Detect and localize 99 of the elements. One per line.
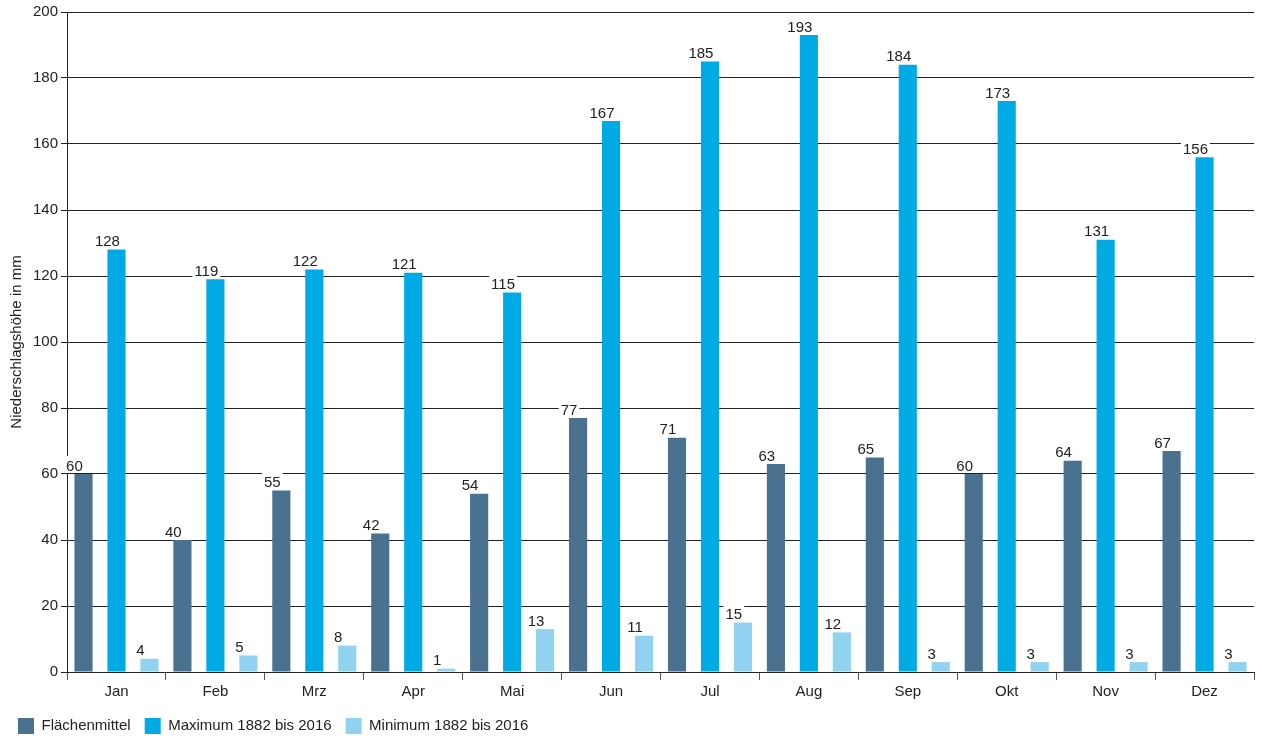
data-label: 54 [461,476,479,494]
x-tick-label: Jan [104,682,129,700]
x-tick-label: Nov [1092,682,1120,700]
data-label: 67 [1154,433,1171,451]
x-tick-label: Jun [598,682,624,700]
y-tick-label: 200 [33,2,59,20]
bar [107,249,126,672]
data-label: 63 [758,446,776,464]
x-tick-label: Feb [202,682,229,700]
bar [74,474,93,672]
bar [569,417,588,672]
y-tick-label: 60 [41,464,59,482]
y-tick-label: 80 [41,398,59,416]
data-label: 64 [1055,443,1072,461]
bar [206,279,225,672]
bar [173,540,192,672]
data-label: 156 [1182,139,1208,157]
data-label: 121 [391,255,417,273]
data-label: 55 [263,473,281,491]
bar [832,632,851,672]
data-label: 3 [1224,644,1233,662]
y-tick-label: 160 [33,134,59,152]
data-label: 15 [725,605,743,623]
bar [1129,662,1148,672]
x-tick-label: Okt [995,682,1020,700]
legend-label: Flächenmittel [41,716,131,734]
data-label: 131 [1084,222,1110,240]
bar [733,622,753,672]
bar [404,272,423,672]
data-label: 3 [927,644,936,662]
bar [997,101,1016,672]
data-label: 12 [824,615,842,633]
bar [799,35,818,672]
bar [305,269,324,672]
x-tick-label: Mrz [301,682,327,700]
bar [1096,239,1115,672]
data-label: 167 [589,103,615,121]
bar [536,629,555,672]
bar [1228,662,1247,672]
bar [865,457,884,672]
data-label: 185 [688,44,714,62]
bar [140,658,159,672]
bar [1063,460,1082,672]
bar [338,645,357,672]
y-tick-label: 120 [33,266,59,284]
x-tick-label: Mai [500,682,525,700]
data-label: 60 [66,456,83,474]
data-label: 42 [362,516,380,534]
data-label: 193 [787,17,813,35]
data-label: 60 [956,456,974,474]
x-tick-label: Jul [700,682,720,700]
data-label: 128 [94,232,120,250]
y-tick-label: 100 [33,332,59,350]
data-label: 77 [560,400,578,418]
data-label: 65 [857,440,875,458]
data-label: 5 [235,638,244,656]
bar [898,64,917,672]
bar [470,493,489,672]
bar [371,533,390,672]
data-label: 8 [334,628,343,646]
bar [700,61,720,672]
bar [437,668,456,672]
data-label: 173 [985,83,1011,101]
bar [766,464,785,672]
y-tick-label: 0 [49,662,59,680]
y-tick-label: 40 [41,530,59,548]
data-label: 3 [1026,644,1035,662]
bar [239,655,258,672]
bar [1162,450,1181,672]
x-tick-label: Dez [1191,682,1218,700]
data-label: 122 [292,252,318,270]
legend-label: Maximum 1882 bis 2016 [168,716,332,734]
bar [1030,662,1049,672]
x-tick-label: Sep [894,682,922,700]
legend-label: Minimum 1882 bis 2016 [369,716,529,734]
data-label: 13 [527,611,545,629]
x-tick-label: Aug [795,682,823,700]
data-label: 119 [194,261,219,279]
bar [601,120,621,672]
bar [272,490,291,672]
x-tick-label: Apr [401,682,425,700]
bar [667,437,687,672]
y-axis-title: Niederschlagshöhe in mm [7,255,25,429]
data-label: 71 [659,420,677,438]
data-label: 40 [165,522,182,540]
data-label: 1 [432,651,442,669]
y-tick-label: 20 [41,596,59,614]
data-label: 184 [886,47,912,65]
bar [931,662,950,672]
data-label: 4 [136,641,145,659]
data-label: 11 [627,618,643,636]
bar [964,474,983,672]
bar [503,292,522,672]
data-label: 115 [491,275,516,293]
data-label: 3 [1125,644,1134,662]
bar [1195,157,1214,672]
bar [634,635,654,672]
y-tick-label: 180 [33,68,59,86]
y-tick-label: 140 [33,200,59,218]
